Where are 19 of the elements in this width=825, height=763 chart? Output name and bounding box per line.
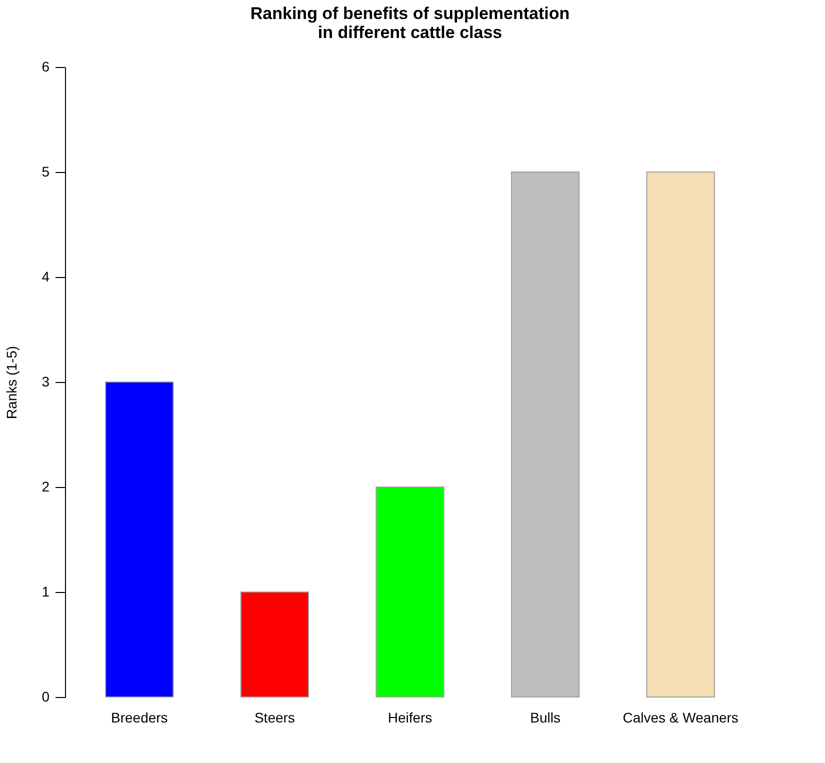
chart-title: Ranking of benefits of supplementation in different cattle class <box>250 4 570 42</box>
y-tick-label: 4 <box>42 268 50 284</box>
bar <box>646 172 715 698</box>
bar <box>510 172 580 698</box>
bar <box>376 486 444 698</box>
x-tick-label: Breeders <box>111 710 168 726</box>
y-tick-label: 3 <box>42 374 50 390</box>
bar <box>240 592 310 698</box>
y-tick-label: 6 <box>42 58 50 74</box>
y-tick-label: 1 <box>42 584 50 600</box>
x-tick-label: Heifers <box>388 710 432 726</box>
bar <box>105 382 174 698</box>
y-tick-label: 5 <box>42 164 50 180</box>
x-tick-label: Steers <box>254 710 295 726</box>
y-tick-label: 0 <box>42 688 50 704</box>
x-tick-label: Bulls <box>530 710 560 726</box>
x-tick-label: Calves & Weaners <box>622 710 738 726</box>
y-axis-title: Ranks (1-5) <box>4 346 20 420</box>
y-tick-label: 2 <box>42 478 50 494</box>
